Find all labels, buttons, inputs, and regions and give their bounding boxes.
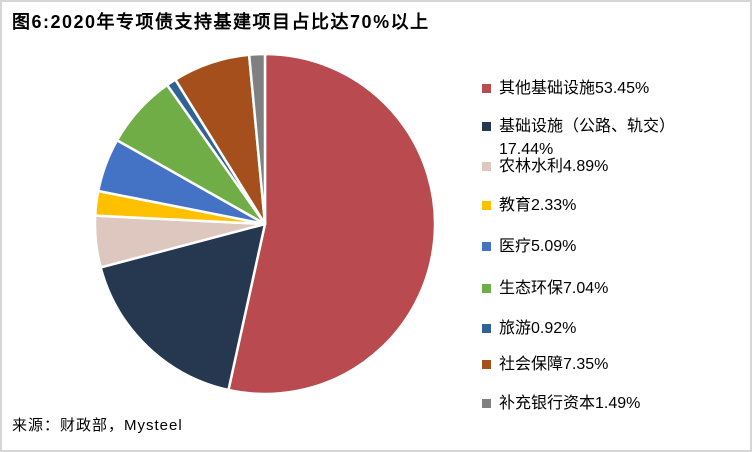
- legend-item: 生态环保7.04%: [482, 277, 722, 300]
- legend-value: 7.35%: [563, 356, 609, 373]
- source-note: 来源：财政部，Mysteel: [12, 417, 183, 434]
- pie-chart: [93, 52, 437, 396]
- legend-text: 教育2.33%: [499, 194, 714, 217]
- legend-label: 补充银行资本: [499, 395, 596, 412]
- legend-marker-icon: [482, 201, 491, 210]
- legend-text: 旅游0.92%: [499, 317, 714, 340]
- legend-text: 补充银行资本1.49%: [499, 392, 714, 415]
- legend-item: 基础设施（公路、轨交） 17.44%: [482, 115, 722, 161]
- legend-value: 4.89%: [563, 158, 609, 175]
- legend-text: 生态环保7.04%: [499, 277, 714, 300]
- legend: 其他基础设施53.45% 基础设施（公路、轨交） 17.44% 农林水利4.89% 教育…: [482, 2, 744, 450]
- legend-text: 基础设施（公路、轨交） 17.44%: [499, 115, 714, 161]
- legend-value: 0.92%: [531, 320, 577, 337]
- legend-marker-icon: [482, 360, 491, 369]
- legend-item: 农林水利4.89%: [482, 155, 722, 178]
- legend-label: 农林水利: [499, 158, 564, 175]
- legend-label: 基础设施（公路、轨交）: [499, 118, 676, 135]
- pie-slice-1: [227, 52, 437, 396]
- legend-item: 补充银行资本1.49%: [482, 392, 722, 415]
- legend-item: 教育2.33%: [482, 194, 722, 217]
- legend-marker-icon: [482, 84, 491, 93]
- legend-text: 社会保障7.35%: [499, 353, 714, 376]
- legend-text: 医疗5.09%: [499, 235, 714, 258]
- chart-title: 图6:2020年专项债支持基建项目占比达70%以上: [12, 12, 430, 32]
- pie-slice-9: [247, 52, 267, 226]
- legend-marker-icon: [482, 324, 491, 333]
- legend-item: 其他基础设施53.45%: [482, 77, 722, 100]
- legend-label: 医疗: [499, 238, 532, 255]
- legend-value: 5.09%: [531, 238, 577, 255]
- legend-label: 其他基础设施: [499, 80, 596, 97]
- legend-value: 53.45%: [595, 80, 650, 97]
- legend-label: 教育: [499, 197, 532, 214]
- legend-marker-icon: [482, 399, 491, 408]
- legend-text: 农林水利4.89%: [499, 155, 714, 178]
- legend-value: 7.04%: [563, 280, 609, 297]
- legend-label: 旅游: [499, 320, 532, 337]
- legend-marker-icon: [482, 242, 491, 251]
- legend-marker-icon: [482, 122, 491, 131]
- legend-value: 2.33%: [531, 197, 577, 214]
- legend-item: 社会保障7.35%: [482, 353, 722, 376]
- legend-item: 医疗5.09%: [482, 235, 722, 258]
- legend-value: 1.49%: [595, 395, 641, 412]
- legend-marker-icon: [482, 284, 491, 293]
- legend-label: 社会保障: [499, 356, 564, 373]
- legend-marker-icon: [482, 162, 491, 171]
- legend-label: 生态环保: [499, 280, 564, 297]
- legend-text: 其他基础设施53.45%: [499, 77, 714, 100]
- pie-slice-2: [99, 222, 267, 392]
- legend-value: 17.44%: [499, 141, 554, 158]
- legend-item: 旅游0.92%: [482, 317, 722, 340]
